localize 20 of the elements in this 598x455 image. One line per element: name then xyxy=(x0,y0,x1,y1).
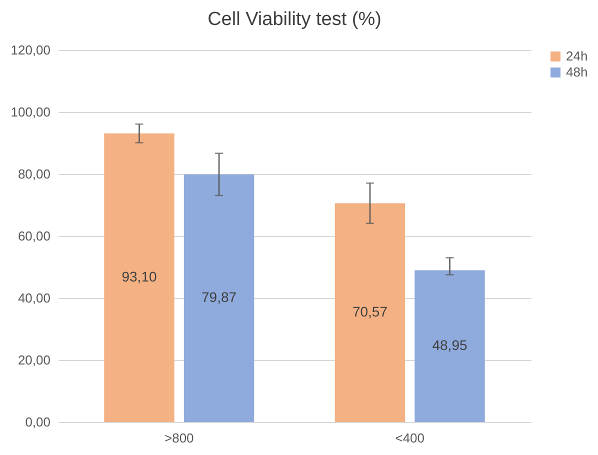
bar xyxy=(184,174,254,422)
data-label: 70,57 xyxy=(352,304,388,320)
chart-title: Cell Viability test (%) xyxy=(208,9,382,30)
legend-label: 48h xyxy=(566,64,588,80)
data-label: 79,87 xyxy=(202,289,237,306)
bar xyxy=(334,203,406,422)
y-tick-label: 100,00 xyxy=(10,104,50,120)
x-tick-label: <400 xyxy=(395,430,425,446)
legend-label: 24h xyxy=(566,48,588,64)
y-tick-label: 20,00 xyxy=(18,352,50,368)
bar xyxy=(104,133,174,422)
y-tick-label: 0,00 xyxy=(25,414,50,430)
x-tick-label: >800 xyxy=(164,430,194,446)
bar xyxy=(414,270,485,422)
y-tick-label: 80,00 xyxy=(18,166,50,182)
y-tick-label: 120,00 xyxy=(10,42,50,58)
data-label: 48,95 xyxy=(432,337,468,354)
data-label: 93,10 xyxy=(122,268,157,285)
y-tick-label: 40,00 xyxy=(18,290,50,306)
y-tick-label: 60,00 xyxy=(18,228,50,244)
